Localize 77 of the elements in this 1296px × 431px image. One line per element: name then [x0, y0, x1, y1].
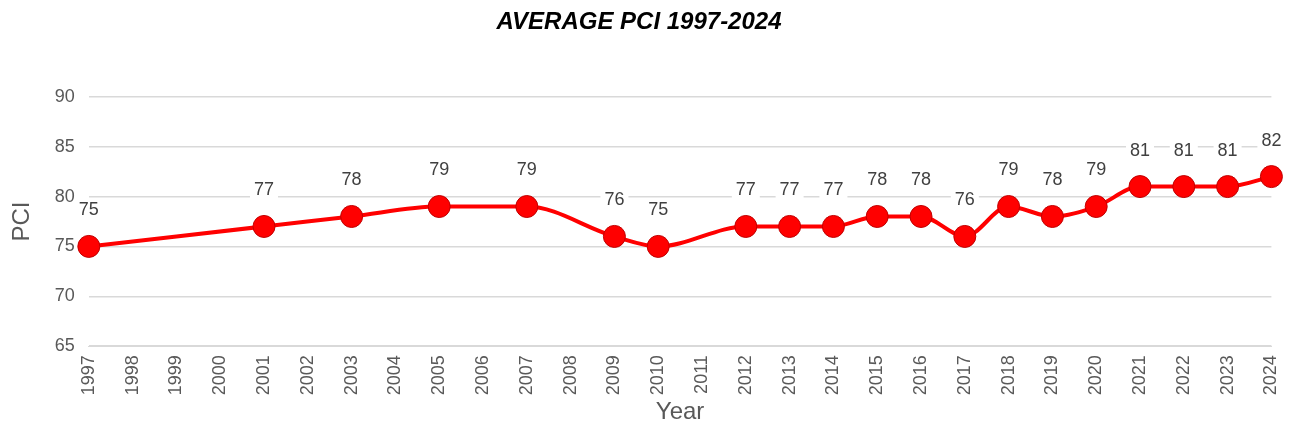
x-tick-label: 2006: [471, 355, 492, 396]
x-axis-title: Year: [655, 397, 705, 425]
point: [909, 204, 933, 228]
x-tick-label: 1999: [165, 355, 186, 396]
y-axis-title: PCI: [7, 201, 35, 242]
data-label: 81: [1129, 139, 1151, 160]
x-tick-label: 2013: [778, 355, 799, 396]
data-label: 75: [78, 199, 99, 220]
point: [1172, 175, 1196, 199]
x-tick-label: 2020: [1085, 355, 1106, 396]
point: [1259, 165, 1283, 189]
data-label: 79: [429, 159, 450, 180]
y-tick-label: 80: [54, 185, 75, 206]
x-tick-label: 2019: [1041, 355, 1062, 396]
data-label: 77: [735, 179, 756, 200]
y-tick-label: 85: [54, 135, 75, 156]
data-label: 79: [998, 159, 1019, 180]
x-tick-label: 2010: [647, 355, 668, 396]
y-tick-label: 90: [54, 85, 75, 106]
point: [1216, 175, 1240, 199]
x-tick-label: 2023: [1216, 355, 1237, 396]
point: [953, 224, 977, 248]
point: [77, 234, 101, 258]
point: [340, 204, 364, 228]
x-tick-label: 2008: [559, 355, 580, 396]
x-tick-label: 2015: [866, 355, 887, 396]
data-label: 77: [254, 179, 275, 200]
point: [252, 214, 276, 238]
point: [515, 195, 539, 219]
x-tick-label: 1998: [121, 355, 142, 396]
point: [427, 195, 451, 219]
x-tick-label: 2009: [603, 355, 624, 396]
y-tick-label: 75: [54, 235, 75, 256]
x-tick-label: 2000: [209, 355, 230, 396]
point: [734, 214, 758, 238]
data-label: 81: [1173, 139, 1194, 160]
x-tick-label: 2011: [690, 355, 711, 394]
data-label: 78: [341, 169, 362, 190]
x-tick-label: 2022: [1172, 355, 1193, 396]
point: [865, 204, 889, 228]
y-tick-label: 65: [54, 335, 75, 356]
x-tick-label: 2012: [734, 355, 755, 396]
data-label: 75: [648, 199, 669, 220]
x-tick-label: 2014: [822, 355, 843, 396]
x-tick-label: 2021: [1128, 355, 1149, 396]
chart-title: AVERAGE PCI 1997-2024: [495, 7, 782, 35]
data-label: 82: [1261, 129, 1282, 150]
data-label: 78: [910, 169, 932, 190]
data-label: 79: [516, 159, 537, 180]
x-tick-label: 2003: [340, 355, 361, 396]
data-label: 77: [779, 179, 800, 200]
x-tick-label: 2018: [997, 355, 1018, 396]
point: [1040, 204, 1064, 228]
data-label: 78: [867, 169, 888, 190]
x-tick-label: 2024: [1260, 355, 1281, 396]
point: [646, 234, 670, 258]
data-label: 81: [1217, 139, 1238, 160]
x-tick-label: 2005: [428, 355, 449, 396]
x-tick-label: 2007: [515, 355, 536, 396]
x-tick-label: 2002: [296, 355, 317, 396]
point: [778, 214, 802, 238]
point: [1084, 195, 1108, 219]
x-tick-label: 2017: [953, 355, 974, 396]
x-tick-label: 2016: [909, 355, 930, 396]
data-label: 78: [1042, 169, 1063, 190]
point: [1128, 175, 1152, 199]
y-tick-label: 70: [54, 285, 75, 306]
x-tick-label: 1997: [77, 355, 98, 396]
x-tick-label: 2001: [252, 355, 273, 396]
point: [821, 214, 845, 238]
point: [997, 195, 1021, 219]
data-label: 79: [1086, 159, 1107, 180]
data-label: 76: [954, 189, 975, 210]
data-label: 77: [823, 179, 844, 200]
x-tick-label: 2004: [384, 355, 405, 396]
point: [602, 224, 626, 248]
data-label: 76: [604, 189, 625, 210]
